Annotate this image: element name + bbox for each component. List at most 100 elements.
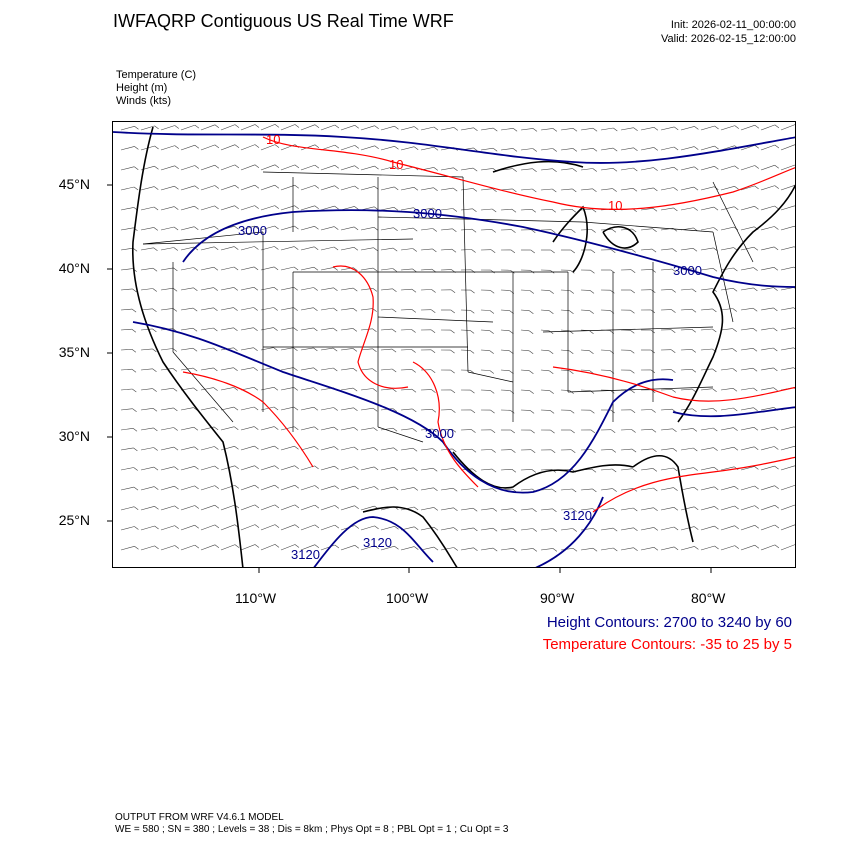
wind-barb-flag (313, 347, 318, 352)
wind-barb (340, 505, 355, 511)
wind-barb-flag (314, 205, 319, 210)
wind-barb (360, 427, 374, 431)
wind-barb-flag (433, 126, 439, 131)
wind-barb-flag (671, 268, 677, 273)
wind-barb (720, 486, 735, 491)
wind-barb (140, 125, 155, 131)
wind-barb (760, 407, 774, 411)
wind-barb-flag (773, 426, 779, 431)
wind-barb (120, 126, 135, 131)
wind-barb (240, 347, 254, 351)
wind-barb (660, 487, 674, 491)
wind-barb (340, 125, 355, 131)
wind-barb (660, 467, 674, 471)
wind-barb-flag (471, 429, 476, 433)
wind-barb-flag (714, 166, 719, 170)
wind-barb-flag (549, 390, 554, 394)
wind-barb (560, 168, 573, 171)
wind-barb-flag (611, 449, 616, 453)
wind-barb-flag (354, 125, 359, 129)
wind-barb (160, 466, 175, 471)
wind-barb (540, 329, 550, 332)
wind-barb-flag (531, 449, 536, 453)
wind-barb-flag (394, 146, 399, 150)
wind-barb-flag (193, 307, 198, 312)
wind-barb (400, 126, 415, 131)
wind-barb (680, 146, 695, 151)
wind-barb-flag (713, 427, 718, 432)
wind-barb (400, 408, 413, 411)
wind-barb (300, 367, 314, 371)
wind-barb (720, 186, 735, 191)
wind-barb (120, 186, 135, 191)
wind-barb (180, 426, 194, 431)
wind-barb-flag (673, 166, 679, 171)
wind-barb-flag (154, 525, 159, 530)
wind-barb (740, 226, 755, 231)
wind-barb (640, 527, 654, 531)
wind-barb (640, 187, 654, 191)
wind-barb-flag (673, 467, 678, 472)
wind-barb-flag (773, 267, 779, 271)
wind-barb-flag (153, 206, 159, 211)
wind-barb (140, 506, 155, 511)
wind-barb-flag (753, 427, 759, 431)
wind-barb-flag (412, 408, 417, 413)
wind-barb-flag (313, 387, 318, 391)
init-time: Init: 2026-02-11_00:00:00 (670, 19, 796, 31)
wind-barb (700, 186, 715, 191)
wind-barb-flag (793, 347, 795, 350)
wind-barb-flag (412, 428, 417, 432)
wind-barb-flag (774, 164, 779, 169)
wind-barb-flag (489, 310, 495, 314)
wind-barb-flag (673, 526, 679, 531)
wind-barb (740, 446, 755, 451)
wind-barb (500, 148, 514, 151)
wind-barb (200, 347, 214, 351)
wind-barb-flag (353, 226, 359, 231)
wind-barb-flag (294, 164, 300, 169)
wind-barb-flag (133, 447, 138, 452)
wind-barb (740, 165, 755, 171)
wind-barb-flag (512, 528, 518, 532)
wind-barb (660, 428, 673, 431)
wind-barb (420, 187, 434, 191)
wind-barb (220, 465, 235, 471)
wind-barb (200, 524, 216, 531)
valid-time: Valid: 2026-02-15_12:00:00 (661, 33, 796, 45)
wind-barb (260, 484, 275, 491)
wind-barb-flag (591, 468, 597, 473)
wind-barb-flag (334, 505, 339, 509)
wind-barb (420, 228, 433, 231)
wind-barb (480, 349, 490, 351)
wind-barb-flag (673, 187, 678, 191)
wind-barb-flag (733, 407, 738, 412)
wind-barb (220, 205, 235, 211)
wind-barb-flag (633, 127, 638, 131)
wind-barb-flag (612, 508, 618, 512)
wind-barb (680, 526, 695, 531)
wind-barb (520, 349, 530, 352)
wind-barb (740, 466, 755, 471)
wind-barb-flag (470, 409, 476, 414)
wind-barb-flag (753, 387, 758, 392)
wind-barb-flag (414, 126, 419, 130)
wind-barb (400, 146, 415, 151)
wind-barb (480, 527, 494, 531)
state-line (142, 231, 264, 245)
wind-barb (460, 228, 473, 231)
wind-barb-flag (673, 207, 678, 212)
wind-barb-flag (549, 290, 554, 294)
temperature-contour-line (412, 361, 479, 488)
wind-barb (160, 446, 175, 451)
wind-barb-flag (153, 427, 158, 432)
wind-barb (180, 205, 195, 211)
wind-barb-flag (734, 525, 739, 529)
wind-barb (420, 126, 435, 131)
wind-barb-flag (173, 407, 178, 412)
wind-barb-flag (214, 465, 219, 470)
wind-barb-flag (412, 248, 417, 252)
wind-barb (440, 507, 454, 511)
wind-barb-flag (453, 127, 458, 131)
wind-barb-flag (274, 544, 280, 548)
